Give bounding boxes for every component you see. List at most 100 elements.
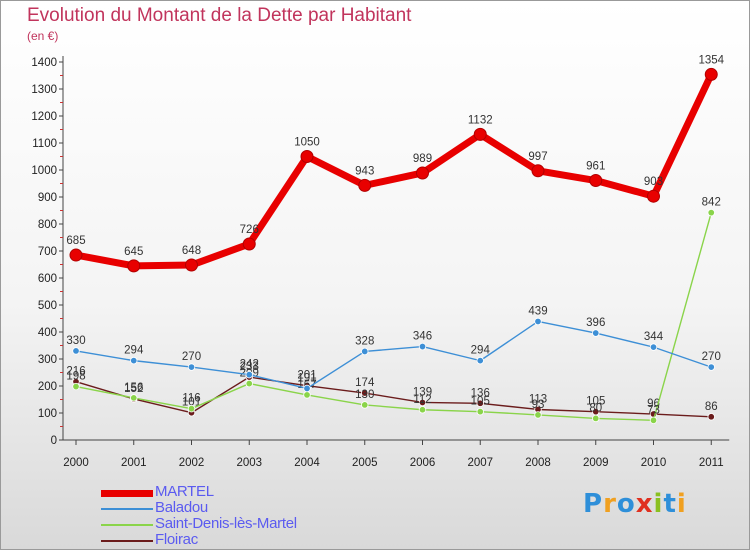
data-label: 346	[413, 331, 432, 343]
data-label: 105	[586, 396, 605, 408]
logo-letter: t	[663, 489, 677, 519]
data-label: 113	[529, 393, 547, 405]
data-point	[127, 259, 141, 273]
data-label: 294	[124, 345, 144, 357]
y-tick-label: 700	[38, 246, 57, 258]
data-label: 439	[528, 305, 547, 317]
y-tick-label: 600	[38, 273, 57, 285]
chart-subtitle: (en €)	[27, 29, 59, 43]
data-label: 330	[66, 335, 85, 347]
x-tick-label: 2009	[583, 457, 609, 469]
data-point	[476, 356, 484, 365]
y-tick-label: 200	[38, 381, 57, 393]
series-line	[75, 211, 712, 421]
data-label: 396	[586, 317, 605, 329]
logo-letter: P	[583, 489, 604, 519]
data-point	[707, 413, 715, 421]
legend-label: MARTEL	[155, 483, 214, 500]
data-point	[647, 189, 660, 203]
data-label: 139	[413, 386, 432, 398]
x-tick-label: 2008	[525, 457, 551, 469]
data-point	[476, 407, 484, 416]
chart-title: Evolution du Montant de la Dette par Hab…	[27, 5, 412, 26]
data-label: 112	[413, 394, 431, 406]
data-label: 156	[124, 382, 143, 394]
data-point	[303, 391, 311, 399]
series-line	[75, 320, 712, 390]
y-tick-label: 1400	[31, 57, 57, 69]
data-point	[245, 370, 253, 379]
data-label: 726	[240, 224, 259, 236]
y-tick-label: 300	[38, 354, 57, 366]
x-tick-label: 2010	[641, 457, 667, 469]
data-point	[187, 404, 196, 413]
data-point	[707, 208, 715, 217]
logo-letter: x	[635, 489, 654, 519]
x-tick-label: 2000	[63, 457, 89, 469]
data-point	[361, 401, 369, 409]
data-label: 198	[66, 371, 85, 383]
legend-swatch	[101, 489, 153, 497]
data-point	[130, 356, 138, 365]
legend-label: Saint-Denis-lès-Martel	[155, 515, 297, 532]
data-label: 116	[182, 393, 200, 405]
data-point	[418, 398, 427, 407]
data-label: 328	[355, 335, 374, 347]
data-label: 201	[297, 370, 316, 382]
y-tick-label: 1200	[31, 111, 57, 123]
data-point	[418, 406, 427, 414]
data-label: 961	[586, 161, 605, 173]
data-point	[72, 347, 80, 355]
data-label: 270	[182, 351, 201, 363]
data-label: 101	[182, 397, 201, 409]
y-tick-label: 1000	[31, 165, 57, 177]
data-label: 130	[355, 389, 374, 401]
x-tick-label: 2011	[699, 457, 724, 469]
data-point	[418, 342, 427, 351]
legend-swatch	[101, 540, 153, 542]
data-point	[589, 174, 603, 188]
data-point	[534, 317, 542, 326]
data-label: 73	[647, 404, 660, 416]
data-point	[361, 389, 369, 397]
data-label: 191	[297, 372, 316, 384]
x-tick-label: 2007	[467, 457, 493, 469]
data-point	[358, 178, 372, 192]
logo-letter: i	[653, 489, 664, 519]
data-label: 1354	[698, 54, 724, 66]
data-point	[303, 384, 311, 393]
data-point	[185, 258, 198, 272]
data-point	[473, 127, 487, 141]
data-point	[72, 382, 80, 391]
data-label: 80	[589, 402, 602, 414]
y-tick-label: 900	[38, 192, 57, 204]
y-tick-label: 0	[51, 435, 57, 447]
data-point	[649, 343, 658, 351]
data-label: 903	[644, 176, 663, 188]
data-label: 105	[471, 396, 490, 408]
x-tick-label: 2005	[352, 457, 378, 469]
data-point	[649, 416, 658, 424]
x-tick-label: 2001	[121, 457, 147, 469]
data-point	[242, 237, 256, 251]
data-label: 1132	[468, 114, 493, 126]
data-label: 645	[124, 246, 143, 258]
legend-swatch	[101, 508, 153, 510]
x-tick-label: 2003	[236, 457, 262, 469]
data-label: 842	[702, 197, 721, 209]
data-label: 997	[528, 151, 547, 163]
data-label: 216	[66, 366, 85, 378]
data-point	[592, 329, 600, 337]
data-label: 242	[240, 359, 259, 371]
data-label: 648	[182, 245, 201, 257]
series-line	[72, 70, 715, 270]
data-label: 86	[705, 401, 718, 413]
x-tick-label: 2002	[179, 457, 205, 469]
data-point	[416, 166, 429, 180]
data-label: 685	[66, 235, 85, 247]
data-label: 989	[413, 153, 432, 165]
data-point	[245, 379, 253, 388]
data-label: 174	[355, 377, 375, 389]
data-label: 136	[471, 387, 490, 399]
